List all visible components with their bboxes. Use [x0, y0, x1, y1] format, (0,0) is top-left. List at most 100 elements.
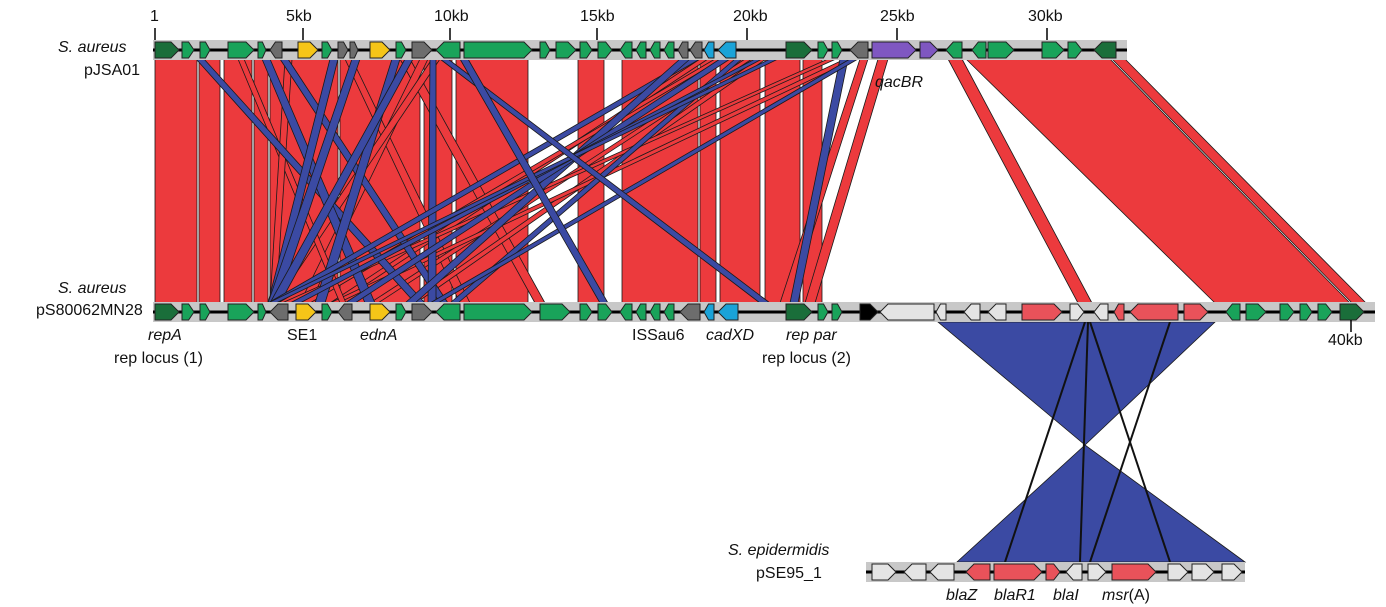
top-gene-arrow — [987, 41, 1015, 59]
mid-gene-arrow — [879, 303, 935, 321]
cadXD-label: cadXD — [706, 327, 755, 344]
top-gene-arrow — [677, 41, 689, 59]
mid-gene-arrow — [597, 303, 613, 321]
top-gene-arrow — [871, 41, 917, 59]
mid-gene-arrow — [257, 303, 267, 321]
mid-gene-arrow — [411, 303, 433, 321]
mid-species-label: S. aureus — [58, 280, 127, 297]
match-boundary-line — [1089, 321, 1171, 563]
msr-suffix: (A) — [1128, 587, 1150, 604]
mid-gene-arrow — [154, 303, 180, 321]
bottom-gene-arrow — [871, 563, 897, 581]
mid-gene-arrow — [269, 303, 289, 321]
forward-match-block — [154, 58, 198, 304]
scale-tick-25kb: 25kb — [880, 8, 915, 25]
top-gene-arrow — [227, 41, 255, 59]
mid-gene-arrow — [1225, 303, 1241, 321]
top-gene-arrow — [619, 41, 633, 59]
rep-locus-2-label: rep locus (2) — [762, 350, 851, 367]
ednA-label: ednA — [360, 327, 398, 344]
mid-gene-arrow — [1339, 303, 1365, 321]
bottom-gene-arrow — [1045, 563, 1061, 581]
top-gene-arrow — [181, 41, 195, 59]
top-gene-arrow — [269, 41, 283, 59]
bottom-gene-arrow — [1221, 563, 1243, 581]
top-gene-arrow — [831, 41, 843, 59]
bottom-gene-arrow — [965, 563, 991, 581]
scale-tick-20kb: 20kb — [733, 8, 768, 25]
mid-gene-arrow — [1069, 303, 1085, 321]
forward-match-block — [198, 58, 221, 304]
mid-gene-arrow — [1113, 303, 1125, 321]
mid-plasmid-name: pS80062MN28 — [36, 302, 143, 319]
mid-gene-arrow — [1129, 303, 1179, 321]
top-species-label: S. aureus — [58, 39, 127, 56]
SE1-label: SE1 — [287, 327, 318, 344]
mid-gene-arrow — [227, 303, 255, 321]
blaR1-label: blaR1 — [994, 587, 1036, 604]
mid-gene-arrow — [337, 303, 353, 321]
top-gene-arrow — [257, 41, 267, 59]
top-gene-arrow — [435, 41, 461, 59]
bottom-gene-arrow — [1167, 563, 1189, 581]
inverted-match-block — [936, 321, 1217, 446]
bottom-gene-arrow — [903, 563, 927, 581]
top-gene-arrow — [579, 41, 593, 59]
bottom-gene-arrow — [1111, 563, 1157, 581]
top-gene-arrow — [463, 41, 533, 59]
top-gene-arrow — [1093, 41, 1117, 59]
top-gene-arrow — [689, 41, 703, 59]
mid-gene-arrow — [963, 303, 981, 321]
scale-tick-5kb: 5kb — [286, 8, 312, 25]
msr-label: msr(A) — [1102, 587, 1150, 605]
homology-blocks — [154, 58, 1367, 563]
rep-locus-1-label: rep locus (1) — [114, 350, 203, 367]
mid-gene-arrow — [463, 303, 533, 321]
top-gene-arrow — [703, 41, 715, 59]
mid-gene-arrow — [1021, 303, 1063, 321]
top-gene-arrow — [919, 41, 939, 59]
forward-match-block — [223, 58, 253, 304]
top-gene-arrow — [945, 41, 963, 59]
top-gene-arrow — [349, 41, 359, 59]
top-gene-arrow — [1041, 41, 1065, 59]
bottom-gene-arrow — [993, 563, 1043, 581]
top-gene-arrow — [1067, 41, 1083, 59]
mid-gene-arrow — [1093, 303, 1109, 321]
scale-tick-15kb: 15kb — [580, 8, 615, 25]
mid-gene-arrow — [579, 303, 593, 321]
top-gene-arrow — [555, 41, 577, 59]
mid-gene-arrow — [1299, 303, 1313, 321]
scale-tick-10kb: 10kb — [434, 8, 469, 25]
mid-gene-arrow — [295, 303, 317, 321]
mid-gene-arrow — [987, 303, 1007, 321]
mid-gene-arrow — [663, 303, 675, 321]
bottom-gene-arrow — [1191, 563, 1215, 581]
top-gene-arrow — [663, 41, 675, 59]
scale-tick-1: 1 — [150, 8, 159, 25]
mid-gene-arrow — [831, 303, 843, 321]
rep-par-label: rep par — [786, 327, 837, 344]
match-boundary-line — [1004, 321, 1086, 563]
plasmid-tracks — [153, 28, 1375, 582]
scale-tick-30kb: 30kb — [1028, 8, 1063, 25]
top-gene-arrow — [539, 41, 551, 59]
top-gene-arrow — [154, 41, 180, 59]
mid-gene-arrow — [395, 303, 407, 321]
mid-gene-arrow — [1279, 303, 1295, 321]
mid-gene-arrow — [539, 303, 571, 321]
top-gene-arrow — [199, 41, 211, 59]
repA-label: repA — [148, 327, 182, 344]
mid-gene-arrow — [1317, 303, 1333, 321]
top-gene-arrow — [849, 41, 869, 59]
top-gene-arrow — [337, 41, 349, 59]
mid-gene-arrow — [717, 303, 739, 321]
top-gene-arrow — [411, 41, 433, 59]
top-gene-arrow — [785, 41, 813, 59]
qacBR-label: qacBR — [875, 74, 924, 91]
bottom-gene-arrow — [929, 563, 955, 581]
mid-gene-arrow — [435, 303, 461, 321]
top-gene-arrow — [597, 41, 613, 59]
top-gene-arrow — [395, 41, 407, 59]
